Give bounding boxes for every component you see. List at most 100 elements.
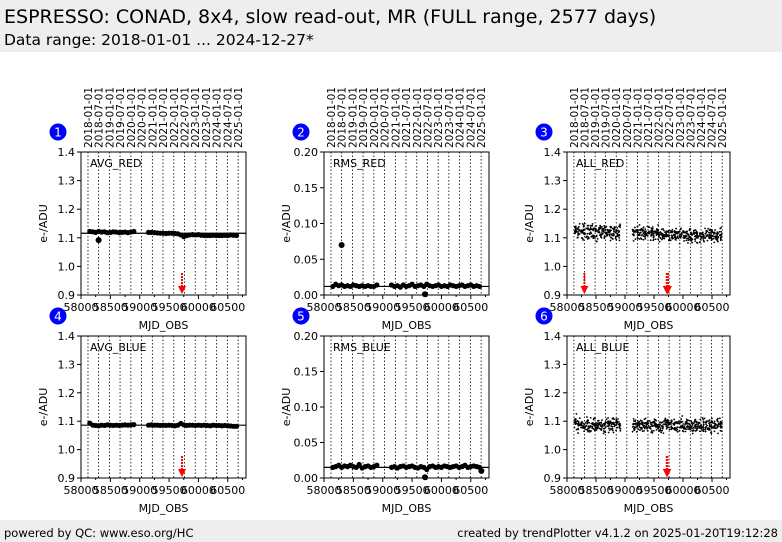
data-point bbox=[615, 418, 618, 420]
data-point bbox=[691, 427, 694, 430]
data-point bbox=[589, 225, 592, 227]
data-point bbox=[673, 418, 676, 421]
data-point bbox=[615, 235, 617, 238]
data-point bbox=[712, 235, 715, 238]
data-point bbox=[655, 428, 658, 431]
data-point bbox=[634, 226, 636, 229]
data-point bbox=[706, 420, 709, 423]
data-point bbox=[580, 426, 582, 429]
data-point bbox=[650, 233, 653, 235]
data-point bbox=[675, 239, 677, 241]
data-point bbox=[616, 426, 619, 429]
panel-number: 6 bbox=[540, 310, 548, 324]
data-point bbox=[677, 420, 680, 423]
x-tick-label: 58500 bbox=[336, 484, 371, 497]
data-point bbox=[710, 239, 713, 242]
data-point bbox=[638, 426, 641, 428]
data-point bbox=[708, 419, 711, 421]
data-point bbox=[635, 430, 638, 433]
data-point bbox=[608, 429, 611, 432]
data-point bbox=[577, 234, 579, 236]
date-tick-label: 2025-01-01 bbox=[476, 87, 488, 148]
flag-arrow-icon bbox=[663, 469, 672, 477]
data-point bbox=[657, 224, 659, 226]
data-point bbox=[591, 224, 594, 227]
data-point bbox=[641, 430, 644, 433]
data-point bbox=[592, 237, 595, 240]
date-tick-label: 2021-07-01 bbox=[158, 87, 170, 148]
x-tick-label: 60000 bbox=[666, 484, 701, 497]
data-point bbox=[477, 283, 483, 290]
data-point bbox=[632, 417, 635, 420]
date-tick-label: 2024-07-01 bbox=[465, 87, 477, 148]
data-point bbox=[662, 425, 664, 428]
data-point bbox=[608, 233, 611, 236]
data-point bbox=[592, 418, 595, 421]
data-point bbox=[634, 419, 637, 422]
data-point bbox=[661, 237, 664, 240]
data-point bbox=[700, 424, 703, 427]
data-point bbox=[702, 421, 705, 424]
date-tick-label: 2024-01-01 bbox=[696, 87, 708, 148]
data-point bbox=[652, 421, 654, 424]
data-point bbox=[687, 419, 690, 422]
y-tick-label: 1.0 bbox=[544, 444, 562, 457]
data-point bbox=[663, 229, 665, 232]
data-point bbox=[656, 426, 659, 429]
data-point bbox=[582, 225, 585, 228]
data-point bbox=[598, 230, 601, 233]
data-point bbox=[611, 429, 614, 432]
data-point bbox=[651, 227, 654, 230]
data-point bbox=[614, 231, 617, 234]
data-point bbox=[675, 429, 678, 432]
data-point bbox=[718, 417, 721, 420]
data-range-subtitle: Data range: 2018-01-01 ... 2024-12-27* bbox=[4, 31, 314, 49]
flag-arrow-icon bbox=[580, 286, 589, 294]
data-point bbox=[589, 430, 591, 433]
data-point bbox=[672, 237, 674, 240]
data-point bbox=[702, 418, 705, 421]
y-tick-label: 0.9 bbox=[544, 472, 562, 485]
data-point bbox=[635, 422, 638, 425]
data-point bbox=[660, 431, 663, 434]
data-point bbox=[649, 421, 652, 424]
data-point bbox=[640, 422, 643, 425]
data-point bbox=[619, 223, 621, 226]
data-point bbox=[682, 230, 684, 233]
data-point bbox=[706, 424, 708, 427]
plot-frame bbox=[323, 335, 490, 479]
data-point bbox=[694, 418, 697, 421]
data-point bbox=[686, 233, 689, 236]
data-point bbox=[659, 237, 662, 240]
data-point bbox=[654, 231, 656, 234]
data-point bbox=[633, 427, 635, 430]
data-point bbox=[583, 233, 586, 236]
y-tick-label: 0.9 bbox=[544, 289, 562, 302]
data-point bbox=[711, 421, 714, 424]
data-point bbox=[684, 427, 686, 429]
data-point bbox=[632, 233, 634, 235]
data-point bbox=[652, 239, 655, 242]
y-tick-label: 0.20 bbox=[294, 330, 319, 343]
x-tick-label: 60500 bbox=[210, 301, 245, 314]
data-point bbox=[578, 233, 581, 235]
data-point bbox=[644, 230, 647, 233]
x-tick-label: 60000 bbox=[424, 301, 459, 314]
data-point bbox=[660, 429, 663, 432]
data-point bbox=[611, 417, 614, 420]
data-point bbox=[698, 241, 701, 244]
date-tick-label: 2022-01-01 bbox=[654, 87, 666, 148]
x-tick-label: 58000 bbox=[550, 484, 585, 497]
data-point bbox=[646, 427, 648, 430]
data-point bbox=[646, 423, 649, 426]
data-point bbox=[663, 237, 666, 240]
data-point bbox=[702, 423, 705, 426]
data-point bbox=[685, 422, 688, 425]
data-point bbox=[651, 431, 654, 434]
data-point bbox=[697, 427, 699, 429]
data-point bbox=[610, 423, 613, 426]
data-point bbox=[702, 425, 705, 428]
data-point bbox=[615, 429, 617, 432]
data-point bbox=[655, 229, 658, 231]
data-point bbox=[579, 423, 582, 426]
